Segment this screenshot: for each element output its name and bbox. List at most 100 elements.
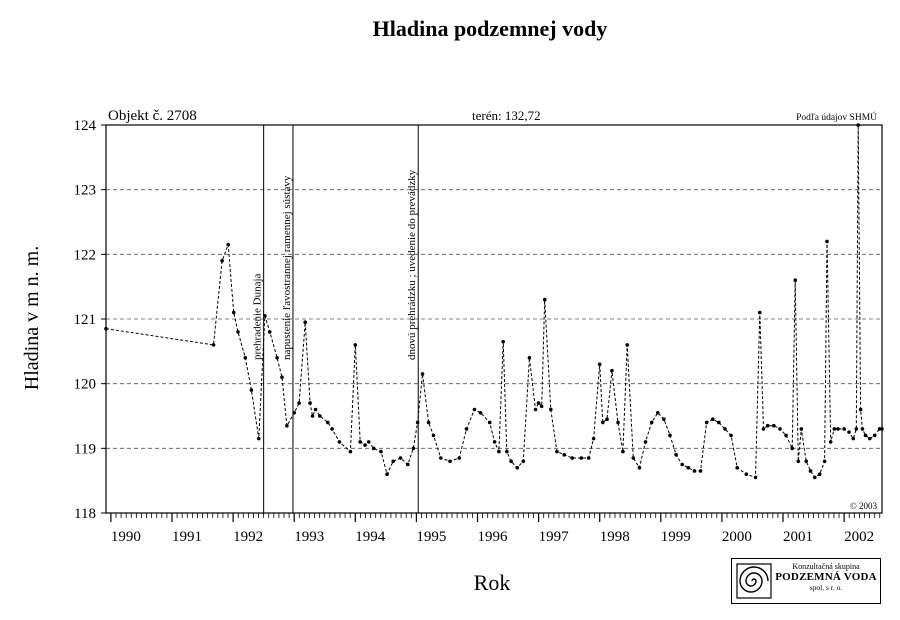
data-point xyxy=(784,433,788,438)
data-point xyxy=(487,420,492,425)
data-point xyxy=(698,469,703,473)
event-label: napustenie ľavostrannej ramennej sústavy xyxy=(281,175,293,360)
data-point xyxy=(863,433,868,438)
data-point xyxy=(872,433,877,438)
data-point xyxy=(292,410,296,415)
data-point xyxy=(591,436,596,441)
x-tick-label: 1990 xyxy=(111,529,141,545)
data-point xyxy=(391,459,395,464)
data-point xyxy=(717,420,721,425)
y-tick-label: 123 xyxy=(74,183,97,199)
logo-text: Konzultačná skupina PODZEMNÁ VODA spol. … xyxy=(772,562,880,592)
data-point xyxy=(796,459,801,464)
x-tick-label: 2002 xyxy=(844,529,874,545)
x-tick-label: 1996 xyxy=(478,529,509,545)
data-point xyxy=(411,446,416,451)
data-point xyxy=(366,440,371,444)
data-point xyxy=(249,388,254,392)
data-point xyxy=(655,410,660,415)
data-point xyxy=(586,456,591,460)
data-point xyxy=(313,407,318,412)
y-tick-label: 124 xyxy=(74,118,97,134)
data-point xyxy=(757,310,762,315)
data-point xyxy=(735,465,739,470)
data-point xyxy=(220,259,224,263)
series-path xyxy=(105,124,882,479)
data-point xyxy=(318,414,322,418)
x-tick-label: 1998 xyxy=(600,529,630,545)
terrain-label: terén: 132,72 xyxy=(472,108,541,123)
data-point xyxy=(539,404,544,409)
data-point xyxy=(231,310,236,315)
data-point xyxy=(379,449,383,454)
data-point xyxy=(478,410,483,415)
y-axis-label: Hladina v m n. m. xyxy=(21,246,43,390)
data-point xyxy=(398,456,403,460)
data-point xyxy=(297,401,301,405)
data-point xyxy=(275,356,279,360)
series-points xyxy=(104,123,884,480)
data-point xyxy=(854,427,859,431)
data-point xyxy=(765,423,770,428)
data-point xyxy=(616,420,620,425)
data-point xyxy=(464,427,469,431)
data-point xyxy=(337,440,342,444)
data-point xyxy=(549,407,553,412)
data-point xyxy=(256,436,261,441)
data-point xyxy=(621,449,625,454)
series-line xyxy=(105,124,882,479)
data-point xyxy=(492,440,497,444)
x-axis-label: Rok xyxy=(474,570,511,595)
data-point xyxy=(448,459,452,464)
x-tick-label: 2000 xyxy=(722,529,752,545)
event-markers: prehradenie Dunaja napustenie ľavostranne… xyxy=(252,125,419,513)
data-point xyxy=(310,414,315,418)
data-point xyxy=(533,407,538,412)
data-point xyxy=(501,339,505,344)
data-point xyxy=(610,368,614,373)
data-point xyxy=(358,440,362,444)
y-tick-label: 120 xyxy=(74,377,97,393)
data-point xyxy=(211,343,216,347)
data-point xyxy=(280,375,284,380)
copyright-label: © 2003 xyxy=(850,501,878,511)
y-tick-label: 119 xyxy=(74,441,96,457)
data-point xyxy=(236,330,240,334)
x-tick-label: 1995 xyxy=(416,529,446,545)
data-point xyxy=(704,420,709,425)
data-point xyxy=(867,436,872,441)
data-point xyxy=(597,362,602,367)
data-point xyxy=(825,239,829,244)
logo-line-1: Konzultačná skupina xyxy=(792,562,860,571)
data-point xyxy=(686,465,691,470)
event-label: dnovú prehrádzku ; uvedenie do prevádzky xyxy=(406,169,418,360)
company-logo: Konzultačná skupina PODZEMNÁ VODA spol. … xyxy=(731,558,881,604)
data-point xyxy=(542,297,547,302)
data-point xyxy=(509,459,513,464)
x-tick-label: 1997 xyxy=(539,529,570,545)
data-point xyxy=(860,427,865,431)
data-point xyxy=(674,453,678,457)
data-point xyxy=(649,420,654,425)
data-point xyxy=(415,420,420,425)
data-point xyxy=(505,449,509,454)
data-point xyxy=(729,433,733,438)
data-point xyxy=(804,459,809,464)
data-point xyxy=(832,427,837,431)
data-point xyxy=(723,427,727,431)
event-label: prehradenie Dunaja xyxy=(252,273,264,360)
data-point xyxy=(555,449,559,454)
x-tick-label: 1999 xyxy=(661,529,691,545)
data-point xyxy=(521,459,526,464)
spiral-logo-icon xyxy=(736,563,772,599)
data-point xyxy=(439,456,443,460)
data-point xyxy=(326,420,330,425)
data-point xyxy=(625,343,630,347)
data-point xyxy=(605,417,609,422)
y-tick-label: 121 xyxy=(74,312,97,328)
object-label: Objekt č. 2708 xyxy=(108,108,197,124)
x-tick-label: 1992 xyxy=(233,529,263,545)
data-point xyxy=(812,475,817,480)
data-point xyxy=(680,462,684,467)
